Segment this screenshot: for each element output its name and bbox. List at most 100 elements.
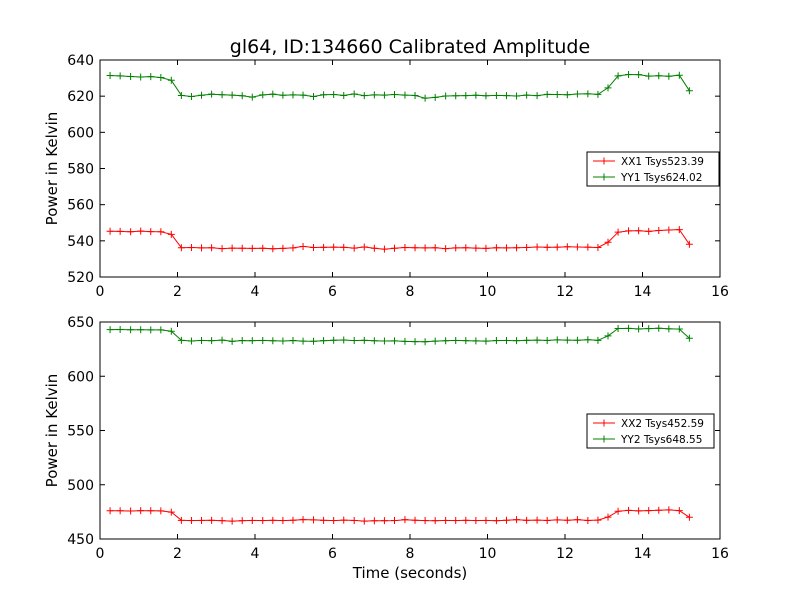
data-point xyxy=(685,87,693,95)
data-point xyxy=(472,244,480,252)
data-point xyxy=(462,516,470,524)
data-point xyxy=(167,327,175,335)
data-point xyxy=(127,326,135,334)
x-tick-label: 0 xyxy=(96,546,105,562)
data-point xyxy=(208,244,216,252)
data-point xyxy=(675,325,683,333)
data-point xyxy=(543,336,551,344)
data-point xyxy=(137,507,145,515)
data-point xyxy=(584,90,592,98)
data-point xyxy=(187,517,195,525)
data-point xyxy=(625,324,633,332)
data-point xyxy=(645,325,653,333)
legend-box xyxy=(586,413,715,449)
data-point xyxy=(320,516,328,524)
data-point xyxy=(289,244,297,252)
data-point xyxy=(533,516,541,524)
data-point xyxy=(573,243,581,251)
y-tick-label: 560 xyxy=(67,198,94,214)
data-point xyxy=(289,337,297,345)
data-point xyxy=(137,227,145,235)
data-point xyxy=(563,516,571,524)
data-point xyxy=(573,90,581,98)
data-point xyxy=(625,506,633,514)
data-point xyxy=(208,337,216,345)
x-tick-label: 12 xyxy=(556,546,574,562)
data-point xyxy=(259,336,267,344)
data-point xyxy=(635,71,643,79)
data-point xyxy=(452,244,460,252)
data-point xyxy=(106,227,114,235)
x-tick-label: 4 xyxy=(251,546,260,562)
data-point xyxy=(502,92,510,100)
data-point xyxy=(543,243,551,251)
data-point xyxy=(452,92,460,100)
y-tick-label: 600 xyxy=(67,125,94,141)
data-point xyxy=(553,243,561,251)
data-point xyxy=(340,336,348,344)
top-panel: 0 2 4 6 8 10 12 14 16 520 540 560 580 600 620 640 Power … xyxy=(43,53,729,300)
data-point xyxy=(380,245,388,253)
y-tick-label: 540 xyxy=(67,234,94,250)
data-point xyxy=(513,244,521,252)
data-point xyxy=(685,334,693,342)
data-point xyxy=(137,73,145,81)
data-point xyxy=(604,513,612,521)
data-point xyxy=(259,244,267,252)
data-point xyxy=(482,92,490,100)
data-point xyxy=(502,336,510,344)
data-point xyxy=(523,516,531,524)
series-line xyxy=(110,73,690,99)
data-point xyxy=(187,244,195,252)
data-point xyxy=(584,243,592,251)
data-point xyxy=(573,516,581,524)
data-point xyxy=(279,244,287,252)
y-tick-label: 600 xyxy=(67,369,94,385)
legend-label: XX2 Tsys452.59 xyxy=(621,418,704,430)
data-point xyxy=(533,243,541,251)
data-point xyxy=(157,507,165,515)
data-point xyxy=(147,228,155,236)
data-point xyxy=(452,517,460,525)
data-point xyxy=(523,244,531,252)
data-point xyxy=(380,91,388,99)
data-point xyxy=(370,91,378,99)
data-point xyxy=(299,337,307,345)
data-point xyxy=(421,338,429,346)
legend: XX1 Tsys523.39 YY1 Tsys624.02 xyxy=(586,151,720,187)
data-point xyxy=(350,516,358,524)
data-point xyxy=(218,245,226,253)
data-point xyxy=(310,244,318,252)
x-tick-label: 16 xyxy=(711,546,729,562)
data-point xyxy=(513,516,521,524)
data-point xyxy=(492,244,500,252)
data-point xyxy=(269,516,277,524)
data-point xyxy=(645,72,653,80)
data-point xyxy=(106,72,114,80)
data-point xyxy=(543,90,551,98)
data-point xyxy=(431,337,439,345)
data-point xyxy=(259,91,267,99)
data-point xyxy=(452,336,460,344)
data-point xyxy=(685,513,693,521)
data-point xyxy=(391,517,398,525)
y-axis-label: Power in Kelvin xyxy=(43,112,61,226)
data-point xyxy=(594,244,602,252)
data-point xyxy=(340,243,348,251)
data-point xyxy=(553,336,561,344)
data-point xyxy=(594,516,602,524)
data-point xyxy=(350,244,358,252)
data-point xyxy=(248,93,256,101)
data-point xyxy=(523,336,531,344)
data-point xyxy=(310,93,318,101)
legend-label: YY2 Tsys648.55 xyxy=(620,434,702,446)
data-point xyxy=(675,71,683,79)
data-point xyxy=(675,507,683,515)
data-point xyxy=(137,326,145,334)
data-point xyxy=(310,516,318,524)
y-tick-label: 640 xyxy=(67,53,94,69)
data-point xyxy=(472,517,480,525)
x-tick-label: 10 xyxy=(479,546,497,562)
data-point xyxy=(299,91,307,99)
